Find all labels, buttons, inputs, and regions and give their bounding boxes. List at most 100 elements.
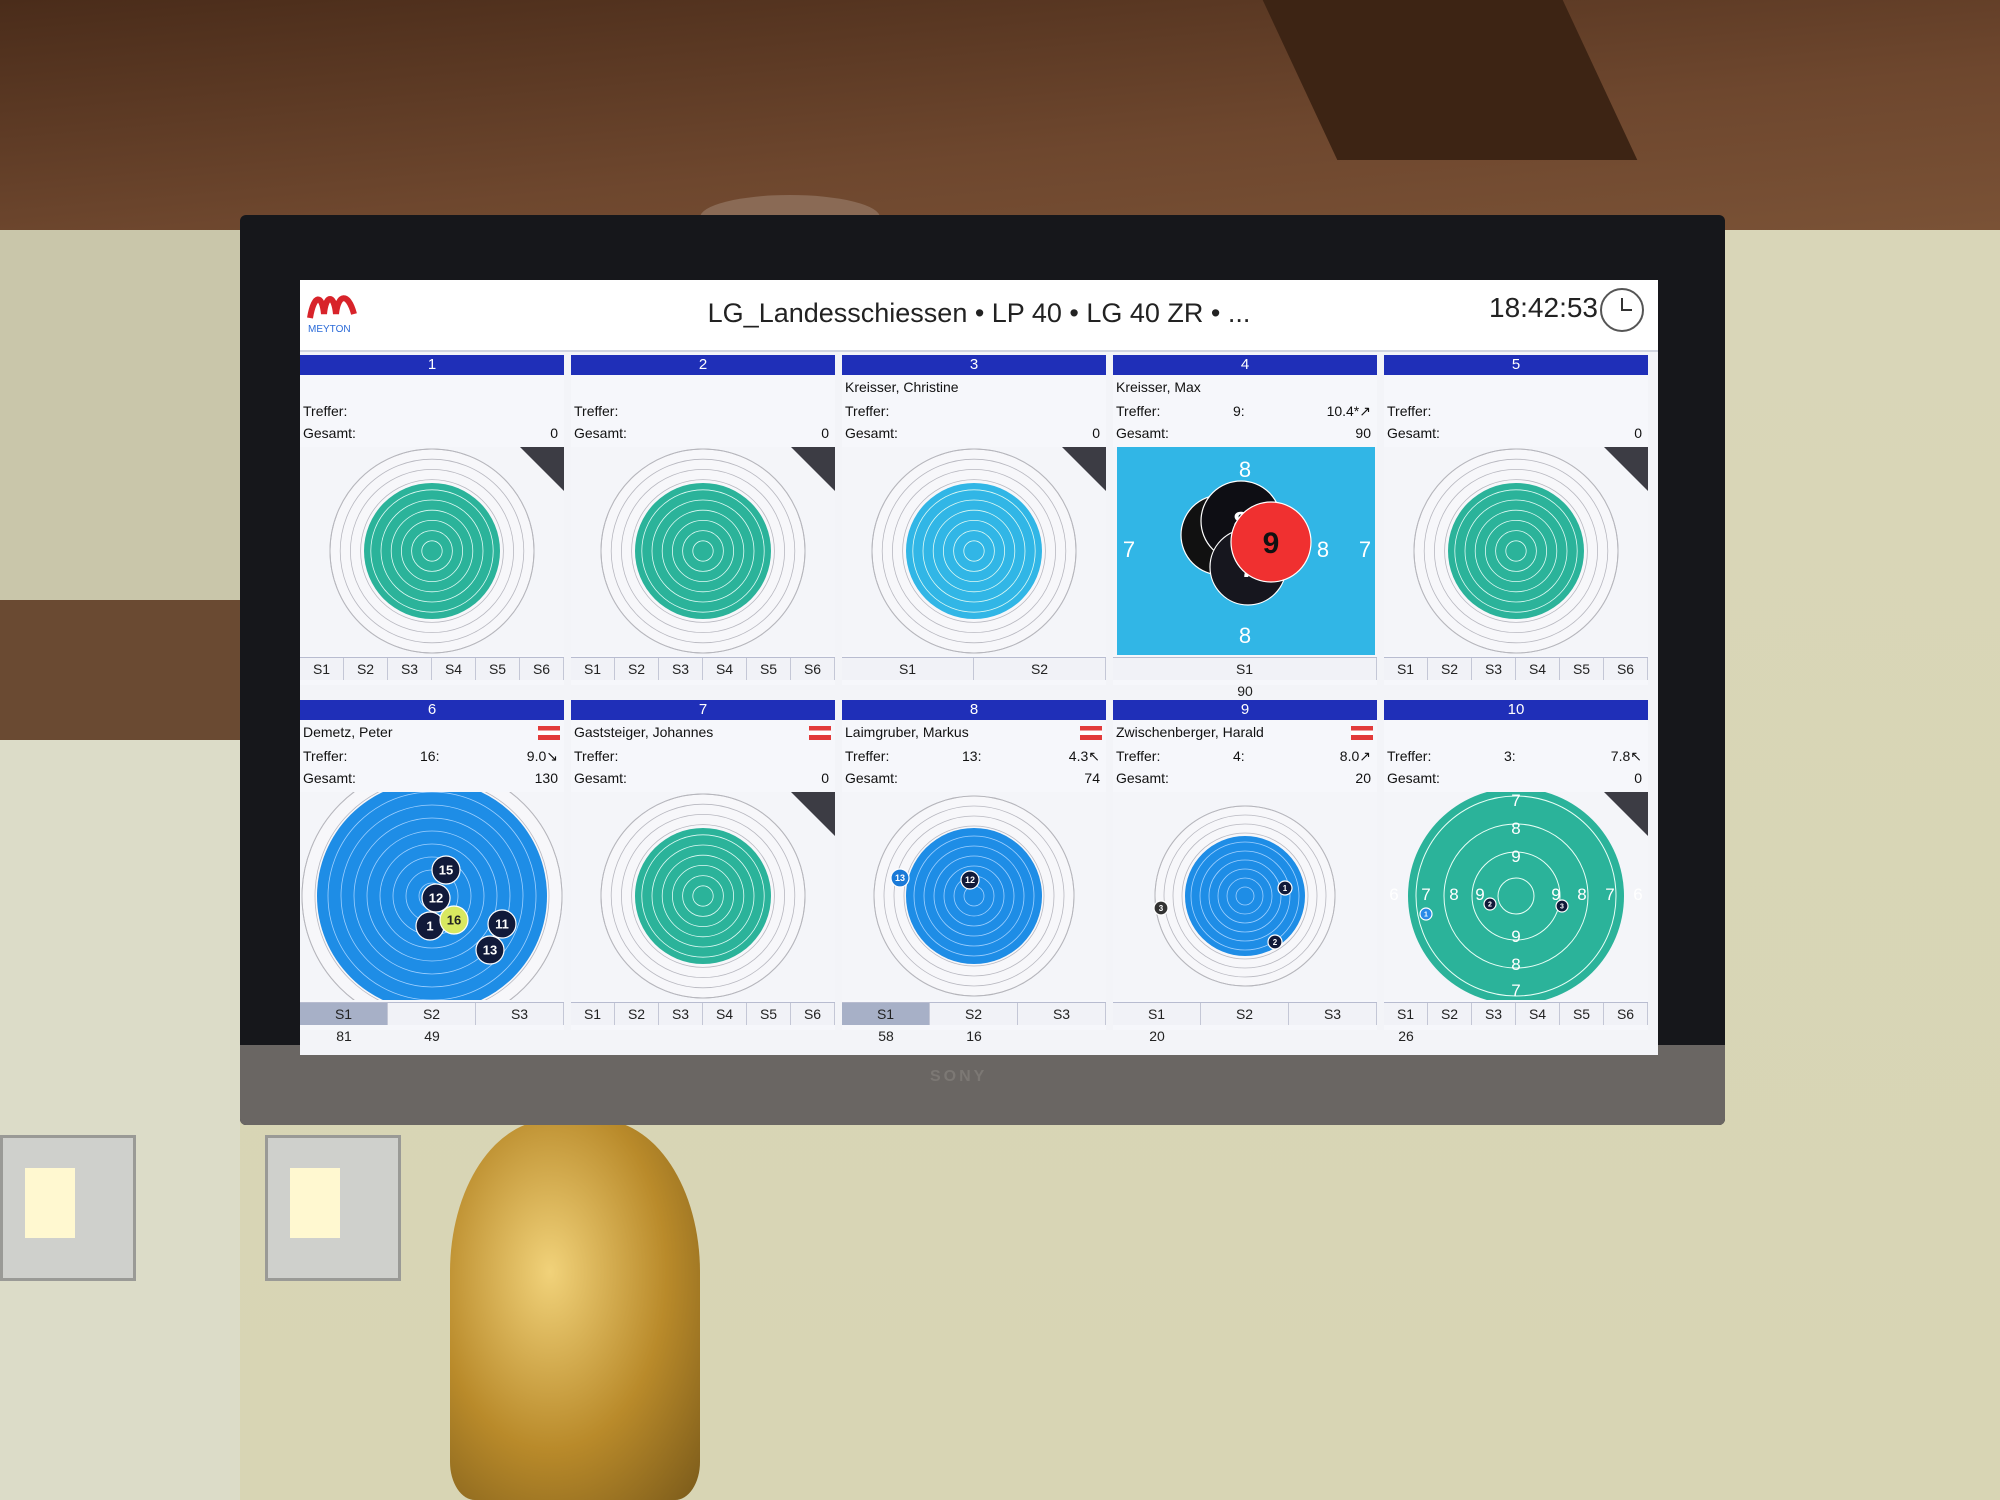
lane-5[interactable]: 5 Treffer: Gesamt: 0 S1 S2 S3 S4 S5 S6 (1384, 355, 1648, 685)
target-view[interactable] (842, 447, 1106, 655)
series-tab-s5[interactable]: S5 (1560, 658, 1604, 680)
treffer-label: Treffer: (845, 403, 890, 419)
lane-10[interactable]: 10 Treffer: 3: 7.8↖ Gesamt: 0 7 8 9 9 8 7 6 7 8 9 9 8 7 6 1 2… (1384, 700, 1648, 1044)
shot-marker: 3 (1153, 900, 1169, 916)
lane-3[interactable]: 3 Kreisser, Christine Treffer: Gesamt: 0 S1 S2 (842, 355, 1106, 685)
series-tab-s2[interactable]: S2 (1428, 1003, 1472, 1025)
target-view[interactable]: 13 12 (842, 792, 1106, 1000)
series-tab-s1[interactable]: S1 (1384, 1003, 1428, 1025)
series-tab-s1[interactable]: S1 (842, 1003, 930, 1025)
series-tab-s4[interactable]: S4 (1516, 1003, 1560, 1025)
series-tab-s6[interactable]: S6 (520, 658, 564, 680)
series-tab-s4[interactable]: S4 (703, 1003, 747, 1025)
lane-info: Treffer: Gesamt: 0 (1384, 375, 1648, 447)
target-view[interactable]: 87878879 (1113, 447, 1377, 655)
series-tab-s1[interactable]: S1 (1113, 658, 1377, 680)
series-tab-s2[interactable]: S2 (388, 1003, 476, 1025)
lane-7[interactable]: 7 Gaststeiger, Johannes Treffer: Gesamt: 0 S1… (571, 700, 835, 1030)
ring-label: 8 (1317, 537, 1329, 562)
treffer-label: Treffer: (845, 748, 890, 764)
series-tab-s2[interactable]: S2 (1428, 658, 1472, 680)
lane-number: 9 (1113, 700, 1377, 720)
gesamt-label: Gesamt: (1387, 770, 1440, 786)
target-view[interactable] (300, 447, 564, 655)
series-tab-s5[interactable]: S5 (747, 1003, 791, 1025)
lane-4[interactable]: 4 Kreisser, Max Treffer: 9: 10.4*↗ Gesamt: 90 8… (1113, 355, 1377, 699)
ring-label: 7 (1359, 537, 1371, 562)
series-tab-s2[interactable]: S2 (344, 658, 388, 680)
series-tab-s3[interactable]: S3 (659, 658, 703, 680)
target-view[interactable] (1384, 447, 1648, 655)
shooter-name: Laimgruber, Markus (845, 724, 969, 740)
corner-marker-icon (520, 447, 564, 491)
svg-text:1: 1 (1424, 912, 1428, 919)
ring-label: 8 (1511, 819, 1520, 838)
series-tab-s2[interactable]: S2 (930, 1003, 1018, 1025)
series-tab-s6[interactable]: S6 (791, 658, 835, 680)
series-value (1472, 1026, 1516, 1046)
lane-1[interactable]: 1 Treffer: Gesamt: 0 S1 S2 S3 S4 S5 S6 (300, 355, 564, 685)
target-view[interactable]: 3 1 2 (1113, 792, 1377, 1000)
series-tab-s1[interactable]: S1 (571, 658, 615, 680)
lane-info: Treffer: Gesamt: 0 (571, 375, 835, 447)
series-tab-s1[interactable]: S1 (842, 658, 974, 680)
series-tab-s3[interactable]: S3 (1472, 658, 1516, 680)
series-tab-s3[interactable]: S3 (1289, 1003, 1377, 1025)
series-tab-s2[interactable]: S2 (615, 1003, 659, 1025)
series-tabs: S1 S2 S3 S4 S5 S6 (1384, 1002, 1648, 1025)
series-tab-s6[interactable]: S6 (1604, 658, 1648, 680)
series-value (1428, 1026, 1472, 1046)
series-tab-s5[interactable]: S5 (1560, 1003, 1604, 1025)
lane-8[interactable]: 8 Laimgruber, Markus Treffer: 13: 4.3↖ Gesamt… (842, 700, 1106, 1044)
lane-info: Zwischenberger, Harald Treffer: 4: 8.0↗ Gesa… (1113, 720, 1377, 792)
series-tab-s1[interactable]: S1 (300, 658, 344, 680)
svg-text:12: 12 (429, 891, 443, 906)
series-tab-s4[interactable]: S4 (432, 658, 476, 680)
series-tab-s3[interactable]: S3 (659, 1003, 703, 1025)
series-tab-s5[interactable]: S5 (747, 658, 791, 680)
series-value: 90 (1237, 683, 1253, 699)
lane-info: Kreisser, Christine Treffer: Gesamt: 0 (842, 375, 1106, 447)
series-tab-s4[interactable]: S4 (1516, 658, 1560, 680)
lane-9[interactable]: 9 Zwischenberger, Harald Treffer: 4: 8.0↗ Ges… (1113, 700, 1377, 1044)
series-tab-s3[interactable]: S3 (476, 1003, 564, 1025)
series-tab-s1[interactable]: S1 (1384, 658, 1428, 680)
series-tab-s1[interactable]: S1 (300, 1003, 388, 1025)
target-view[interactable] (571, 792, 835, 1000)
target-view[interactable] (571, 447, 835, 655)
target-graphic: 3 1 2 (1153, 805, 1336, 987)
ring-label: 8 (1239, 623, 1251, 648)
lane-2[interactable]: 2 Treffer: Gesamt: 0 S1 S2 S3 S4 S5 S6 (571, 355, 835, 685)
lane-info: Treffer: Gesamt: 0 (300, 375, 564, 447)
series-tab-s2[interactable]: S2 (1201, 1003, 1289, 1025)
series-tab-s5[interactable]: S5 (476, 658, 520, 680)
svg-text:9: 9 (1263, 527, 1280, 560)
shooter-name: Kreisser, Christine (845, 379, 959, 395)
series-value: 16 (966, 1028, 982, 1044)
ring-label: 9 (1475, 885, 1484, 904)
gesamt-label: Gesamt: (574, 425, 627, 441)
series-tab-s6[interactable]: S6 (791, 1003, 835, 1025)
gesamt-label: Gesamt: (1116, 770, 1169, 786)
target-view[interactable]: 15 12 1 16 11 13 (300, 792, 564, 1000)
treffer-label: Treffer: (303, 403, 348, 419)
shooter-name: Gaststeiger, Johannes (574, 724, 714, 740)
treffer-label: Treffer: (1387, 748, 1432, 764)
target-graphic (600, 793, 806, 999)
lane-6[interactable]: 6 Demetz, Peter Treffer: 16: 9.0↘ Gesamt: 130 1… (300, 700, 564, 1044)
austria-flag-icon (1351, 726, 1373, 740)
series-tab-s1[interactable]: S1 (571, 1003, 615, 1025)
series-tab-s3[interactable]: S3 (1018, 1003, 1106, 1025)
treffer-label: Treffer: (1116, 403, 1161, 419)
series-tab-s2[interactable]: S2 (615, 658, 659, 680)
series-tab-s1[interactable]: S1 (1113, 1003, 1201, 1025)
tv-bezel-bottom (240, 1045, 1725, 1125)
series-tab-s2[interactable]: S2 (974, 658, 1106, 680)
series-tab-s4[interactable]: S4 (703, 658, 747, 680)
series-tab-s6[interactable]: S6 (1604, 1003, 1648, 1025)
series-value (476, 1026, 564, 1046)
series-tab-s3[interactable]: S3 (1472, 1003, 1516, 1025)
series-tab-s3[interactable]: S3 (388, 658, 432, 680)
gesamt-label: Gesamt: (1116, 425, 1169, 441)
